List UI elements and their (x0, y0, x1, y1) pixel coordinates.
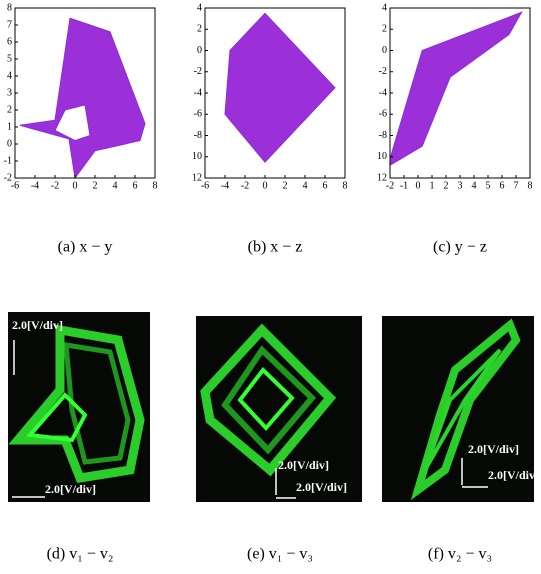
y-tick-label: 2 (382, 24, 387, 35)
x-tick-label: 2 (444, 180, 449, 191)
y-tick-label: 3 (7, 87, 12, 98)
x-tick-label: 2 (283, 180, 288, 191)
trajectory (390, 12, 522, 165)
y-tick-label: 4 (382, 2, 387, 13)
trajectory (225, 13, 335, 162)
y-tick-label: -1 (4, 155, 12, 166)
y-tick-label: -4 (379, 87, 387, 98)
y-tick-label: 4 (7, 70, 12, 81)
scope-d (8, 312, 150, 502)
x-tick-label: -4 (31, 180, 39, 191)
y-tick-label: 2 (197, 24, 202, 35)
x-tick-label: 0 (73, 180, 78, 191)
x-tick-label: 5 (486, 180, 491, 191)
x-tick-label: 0 (416, 180, 421, 191)
y-tick-label: 10 (377, 151, 387, 162)
x-tick-label: 4 (303, 180, 308, 191)
scope-label: 2.0[V/div] (12, 318, 63, 332)
y-tick-label: 0 (197, 45, 202, 56)
y-tick-label: 12 (377, 172, 387, 183)
y-tick-label: 6 (7, 36, 12, 47)
caption: (f) v₂ − v₃ (428, 546, 492, 563)
x-tick-label: 2 (93, 180, 98, 191)
y-tick-label: 0 (382, 45, 387, 56)
y-tick-label: 12 (192, 172, 202, 183)
x-tick-label: 4 (472, 180, 477, 191)
y-tick-label: -6 (379, 109, 387, 120)
y-tick-label: 0 (7, 138, 12, 149)
scope-label: 2.0[V/div] (468, 442, 519, 456)
scope-label: 2.0[V/div] (488, 468, 539, 482)
x-tick-label: -2 (386, 180, 394, 191)
y-tick-label: -6 (194, 109, 202, 120)
y-tick-label: -2 (4, 172, 12, 183)
caption: (b) x − z (248, 239, 303, 256)
y-tick-label: 4 (197, 2, 202, 13)
x-tick-label: 8 (153, 180, 158, 191)
x-tick-label: -6 (201, 180, 209, 191)
y-tick-label: -8 (194, 130, 202, 141)
caption: (d) v₁ − v₂ (47, 546, 114, 563)
y-tick-label: 8 (7, 2, 12, 13)
y-tick-label: 5 (7, 53, 12, 64)
y-tick-label: -4 (194, 87, 202, 98)
x-tick-label: -2 (51, 180, 59, 191)
y-tick-label: 7 (7, 19, 12, 30)
x-tick-label: 8 (343, 180, 348, 191)
x-tick-label: 4 (113, 180, 118, 191)
y-tick-label: -8 (379, 130, 387, 141)
x-tick-label: -4 (221, 180, 229, 191)
x-tick-label: 6 (323, 180, 328, 191)
caption: (e) v₁ − v₃ (247, 546, 313, 563)
x-tick-label: 6 (133, 180, 138, 191)
scope-e (196, 316, 362, 502)
x-tick-label: 0 (263, 180, 268, 191)
x-tick-label: -1 (400, 180, 408, 191)
x-tick-label: 3 (458, 180, 463, 191)
x-tick-label: 7 (514, 180, 519, 191)
y-tick-label: 10 (192, 151, 202, 162)
y-tick-label: 1 (7, 121, 12, 132)
caption: (a) x − y (58, 239, 113, 256)
caption: (c) y − z (433, 239, 487, 256)
x-tick-label: 6 (500, 180, 505, 191)
x-tick-label: 8 (528, 180, 533, 191)
scope-label: 2.0[V/div] (278, 458, 329, 472)
y-tick-label: -2 (194, 66, 202, 77)
scope-label: 2.0[V/div] (45, 482, 96, 496)
figure: 2.0[V/div] 2.0[V/div] 2.0[V/div] 2.0[V/d… (0, 0, 541, 574)
scope-label: 2.0[V/div] (296, 480, 347, 494)
trajectory (20, 18, 145, 178)
y-tick-label: -2 (379, 66, 387, 77)
x-tick-label: -2 (241, 180, 249, 191)
x-tick-label: -6 (11, 180, 19, 191)
x-tick-label: 1 (430, 180, 435, 191)
y-tick-label: 2 (7, 104, 12, 115)
